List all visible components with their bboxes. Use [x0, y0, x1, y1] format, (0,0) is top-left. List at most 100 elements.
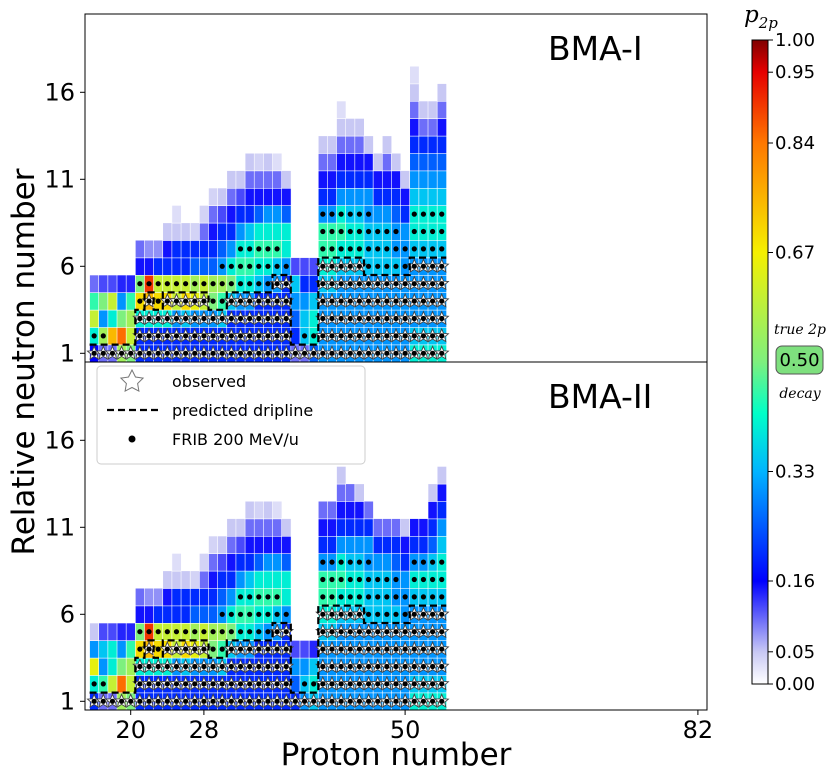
frib-dot-marker	[420, 681, 427, 687]
frib-dot-marker	[375, 629, 381, 635]
frib-dot-marker	[283, 315, 289, 322]
frib-dot-marker	[384, 611, 390, 617]
frib-dot-marker	[365, 698, 372, 704]
frib-dot-marker	[274, 594, 280, 600]
frib-dot-marker	[411, 333, 417, 339]
frib-dot-marker	[439, 315, 445, 322]
frib-dot-marker	[329, 594, 335, 600]
heatmap-cell	[336, 170, 347, 189]
y-tick-label: 6	[60, 252, 75, 280]
frib-dot-marker	[265, 594, 271, 600]
frib-dot-marker	[356, 681, 363, 687]
frib-dot-marker	[237, 263, 244, 269]
heatmap-cell	[208, 205, 219, 224]
heatmap-cell	[354, 483, 365, 502]
heatmap-cell	[345, 187, 356, 207]
frib-dot-marker	[393, 698, 399, 704]
y-axis-title: Relative neutron number	[6, 168, 42, 555]
frib-dot-marker	[274, 681, 280, 687]
panel-bma-ii-frame	[84, 361, 708, 711]
heatmap-cell	[272, 535, 283, 555]
frib-dot-marker	[365, 559, 372, 565]
frib-dot-marker	[365, 594, 372, 600]
frib-dot-marker	[429, 629, 436, 635]
frib-dot-marker	[301, 681, 308, 687]
heatmap-cell	[189, 222, 200, 241]
frib-dot-marker	[338, 298, 344, 304]
frib-dot-marker	[228, 698, 234, 704]
frib-dot-marker	[201, 281, 207, 287]
frib-dot-marker	[228, 333, 234, 339]
heatmap-cell	[308, 640, 319, 659]
frib-dot-marker	[411, 698, 417, 704]
frib-dot-marker	[329, 559, 335, 565]
heatmap-cell	[226, 553, 237, 572]
frib-dot-marker	[329, 663, 335, 670]
heatmap-cell	[263, 152, 274, 172]
frib-dot-marker	[265, 629, 271, 635]
frib-dot-marker	[210, 281, 216, 287]
heatmap-cell	[98, 640, 109, 659]
frib-dot-marker	[347, 263, 353, 269]
heatmap-cell	[327, 152, 338, 172]
frib-dot-marker	[192, 315, 198, 322]
frib-dot-marker	[365, 350, 372, 356]
frib-dot-marker	[320, 611, 326, 617]
frib-dot-marker	[91, 681, 97, 687]
heatmap-cell	[263, 553, 274, 572]
heatmap-cell	[427, 535, 438, 555]
frib-dot-marker	[247, 681, 253, 687]
heatmap-cell	[235, 187, 246, 207]
frib-dot-marker	[265, 298, 271, 304]
heatmap-cell	[144, 257, 155, 276]
frib-dot-marker	[429, 263, 436, 269]
frib-dot-marker	[402, 698, 408, 704]
heatmap-cell	[436, 100, 447, 120]
heatmap-cell	[144, 605, 155, 624]
frib-dot-marker	[192, 663, 198, 670]
frib-dot-marker	[429, 576, 436, 583]
frib-dot-marker	[265, 663, 271, 670]
heatmap-cell	[281, 587, 292, 607]
heatmap-cell	[226, 587, 237, 607]
frib-dot-marker	[402, 681, 408, 687]
frib-dot-marker	[183, 281, 189, 287]
frib-dot-marker	[356, 281, 363, 287]
heatmap-cell	[217, 239, 228, 259]
frib-dot-marker	[393, 281, 399, 287]
frib-dot-marker	[365, 211, 372, 217]
frib-dot-marker	[420, 246, 427, 252]
heatmap-cell	[427, 135, 438, 154]
heatmap-cell	[336, 535, 347, 555]
frib-dot-marker	[375, 228, 381, 235]
frib-dot-marker	[173, 281, 180, 287]
heatmap-cell	[427, 118, 438, 137]
frib-dot-marker	[256, 246, 262, 252]
frib-dot-marker	[329, 263, 335, 269]
heatmap-cell	[327, 170, 338, 189]
heatmap-cell	[281, 553, 292, 572]
frib-dot-marker	[338, 646, 344, 652]
heatmap-cell	[363, 152, 374, 172]
heatmap-cell	[171, 570, 182, 589]
frib-dot-marker	[439, 576, 445, 583]
heatmap-cell	[180, 570, 191, 589]
frib-dot-marker	[146, 298, 152, 304]
colorbar-annotation-bottom: decay	[779, 386, 821, 402]
frib-dot-marker	[210, 350, 216, 356]
frib-dot-marker	[210, 646, 216, 652]
heatmap-cell	[345, 118, 356, 137]
frib-dot-marker	[429, 281, 436, 287]
heatmap-cell	[107, 657, 118, 676]
frib-dot-marker	[439, 646, 445, 652]
frib-dot-marker	[219, 333, 225, 339]
frib-dot-marker	[219, 629, 225, 635]
frib-dot-marker	[338, 559, 344, 565]
frib-dot-marker	[411, 611, 417, 617]
x-tick-label: 28	[189, 716, 220, 744]
frib-dot-marker	[228, 281, 234, 287]
heatmap-cell	[308, 274, 319, 294]
frib-dot-marker	[420, 350, 427, 356]
frib-dot-marker	[155, 663, 161, 670]
frib-dot-marker	[365, 646, 372, 652]
